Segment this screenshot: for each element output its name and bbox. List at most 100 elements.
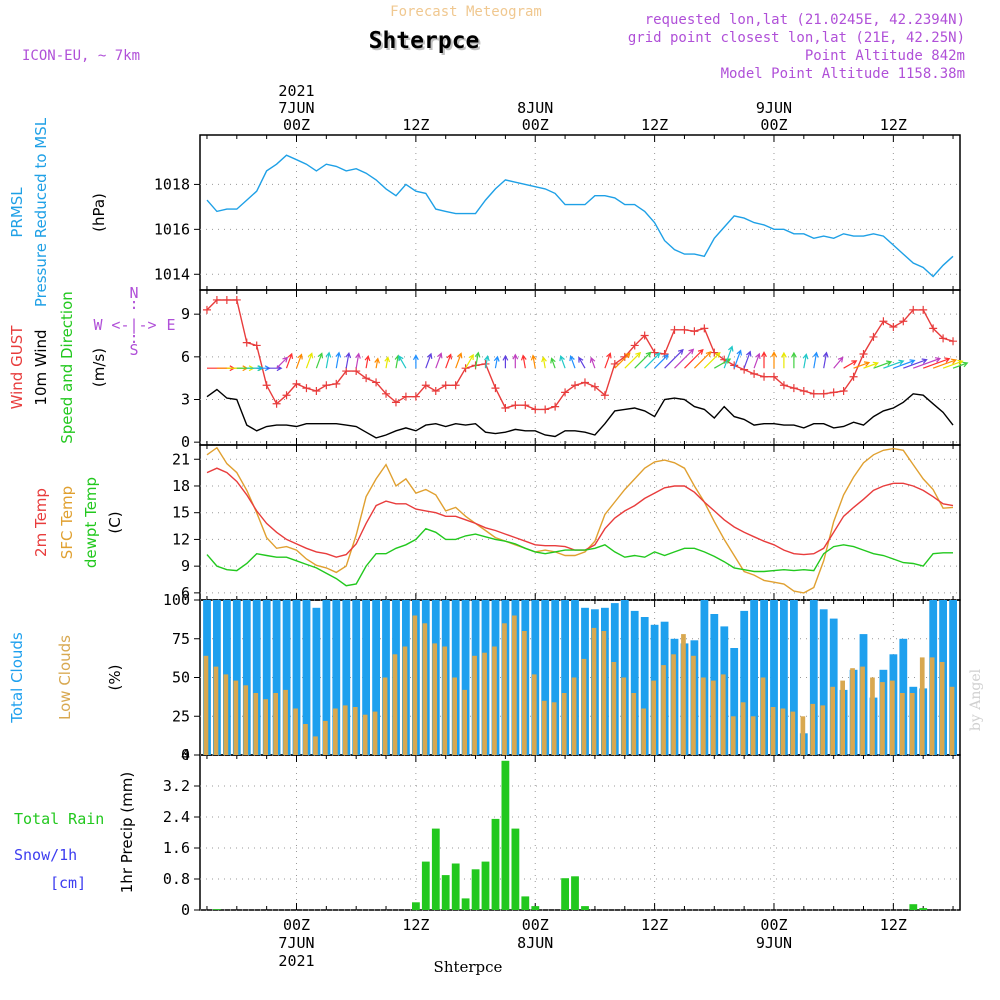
- wind-gust-point: [859, 349, 868, 358]
- total-clouds-bar: [630, 610, 639, 755]
- low-clouds-bar: [671, 654, 676, 756]
- wind-direction-arrow: [364, 354, 371, 369]
- low-clouds-bar: [581, 658, 587, 755]
- bottom-time-label: 9JUN: [756, 934, 792, 952]
- clouds-tick-label: 25: [172, 707, 190, 725]
- wind-direction-arrow: [714, 358, 732, 369]
- wind-gust-point: [650, 348, 659, 357]
- precip-tick-label: 4: [181, 746, 190, 764]
- low-clouds-bar: [522, 631, 527, 755]
- total-clouds-bar: [252, 600, 261, 755]
- location-title: Shterpce: [369, 28, 480, 54]
- clouds-tick-label: 50: [172, 669, 190, 687]
- wind-gust-point: [750, 369, 759, 378]
- wind-gust-point: [919, 305, 928, 314]
- wind-gust-point: [401, 392, 410, 401]
- pressure-tick-label: 1014: [154, 265, 190, 283]
- temp-tick-label: 21: [172, 450, 190, 468]
- wind-direction-arrow: [942, 359, 964, 369]
- low-clouds-bar: [472, 655, 477, 755]
- low-clouds-bar: [711, 680, 716, 755]
- wind-gust-point: [441, 381, 450, 390]
- compass-tick: :: [129, 329, 138, 347]
- wind-direction-arrow: [412, 354, 419, 369]
- low-clouds-bar: [870, 677, 875, 755]
- temp-axis-label: (C): [106, 511, 124, 533]
- wind-direction-arrow: [345, 351, 352, 369]
- rain-bar: [461, 898, 470, 910]
- wind-direction-arrow: [903, 358, 928, 369]
- location-title-shadow: Shterpce: [371, 30, 482, 56]
- low-clouds-bar: [939, 662, 945, 755]
- wind-gust-point: [501, 404, 510, 413]
- wind-direction-arrow: [634, 351, 652, 369]
- wind-gust-point: [869, 332, 878, 341]
- top-time-label: 8JUN: [517, 99, 553, 117]
- wind-direction-arrow: [455, 352, 463, 369]
- wind-direction-arrow: [883, 359, 905, 369]
- compass-arrows: <-|->: [111, 316, 156, 334]
- watermark: by Angel: [968, 668, 984, 731]
- wind-direction-arrow: [530, 354, 537, 369]
- top-time-label: 00Z: [760, 116, 787, 134]
- total-clouds-bar: [342, 600, 351, 755]
- low-clouds-bar: [452, 677, 457, 755]
- rain-bar: [521, 896, 530, 910]
- compass-n: N: [129, 284, 138, 302]
- low-clouds-bar: [223, 674, 229, 755]
- wind-direction-arrow: [802, 353, 809, 369]
- model-label: ICON-EU, ~ 7km: [22, 48, 140, 64]
- low-clouds-bar: [830, 686, 835, 755]
- low-clouds-bar: [730, 716, 736, 756]
- low-clouds-bar: [243, 685, 249, 756]
- wind-gust-point: [342, 367, 351, 376]
- wind-gust-point: [789, 384, 798, 393]
- wind-gust-point: [461, 364, 470, 373]
- wind-direction-arrow: [863, 361, 879, 369]
- rain-bar: [421, 861, 430, 910]
- rain-bar: [561, 878, 569, 910]
- wind-gust-point: [799, 386, 808, 395]
- wind-gust-point: [292, 379, 301, 388]
- wind-gust-point: [521, 401, 530, 410]
- wind-axis-label: Speed and Direction: [58, 291, 76, 444]
- rain-bar: [431, 828, 440, 910]
- wind-direction-arrow: [654, 354, 669, 369]
- compass-s: S: [129, 341, 138, 359]
- pressure-tick-label: 1018: [154, 175, 190, 193]
- wind-gust-point: [849, 372, 858, 381]
- low-clouds-bar: [641, 708, 646, 755]
- wind-direction-arrow: [384, 356, 391, 369]
- bottom-time-label: 00Z: [522, 916, 549, 934]
- bottom-time-label: 00Z: [283, 916, 310, 934]
- wind-direction-arrow: [893, 359, 916, 369]
- wind-gust-point: [710, 348, 719, 357]
- rain-bar: [491, 818, 500, 910]
- clouds-tick-label: 75: [172, 630, 190, 648]
- wind-gust-point: [949, 337, 958, 346]
- wind-direction-arrow: [853, 361, 871, 369]
- top-time-label: 00Z: [283, 116, 310, 134]
- temp-tick-label: 15: [172, 504, 190, 522]
- wind-direction-arrow: [693, 350, 712, 369]
- wind-direction-arrow: [684, 348, 704, 369]
- wind-gust-point: [372, 378, 381, 387]
- low-clouds-bar: [651, 680, 656, 755]
- wind-gust-point: [391, 398, 400, 407]
- wind-gust-point: [670, 325, 679, 334]
- clouds-tick-label: 0: [181, 746, 190, 764]
- low-clouds-bar: [502, 623, 507, 756]
- low-clouds-bar: [482, 652, 487, 755]
- wind-gust-point: [272, 399, 281, 408]
- temp-axis-label: SFC Temp: [58, 486, 76, 559]
- compass-e: E: [166, 316, 175, 334]
- wind-gust-point: [511, 401, 520, 410]
- wind-tick-label: 0: [181, 433, 190, 451]
- pressure-frame: [199, 134, 961, 291]
- temp-tick-label: 6: [181, 584, 190, 602]
- snow-unit-label: [cm]: [50, 874, 86, 892]
- snow-label: Snow/1h: [14, 846, 77, 864]
- wind-direction-arrow: [624, 351, 642, 369]
- wind-gust-point: [531, 405, 540, 414]
- wind-gust-point: [610, 359, 619, 368]
